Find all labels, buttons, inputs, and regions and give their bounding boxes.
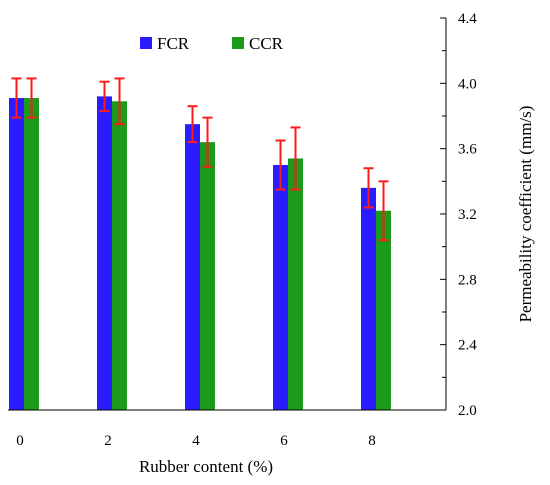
error-bar-fcr-2 xyxy=(99,80,110,113)
bar-fcr-6 xyxy=(273,165,288,410)
y-tick-label-4.0: 4.0 xyxy=(458,76,477,92)
bar-fcr-2 xyxy=(97,96,112,411)
error-bars xyxy=(11,77,389,242)
legend-swatch-ccr xyxy=(232,37,244,49)
bar-fcr-8 xyxy=(361,187,376,410)
y-tick-label-3.6: 3.6 xyxy=(458,142,477,158)
error-bar-fcr-4 xyxy=(187,105,198,144)
bar-fcr-4 xyxy=(185,124,200,411)
error-bar-ccr-8 xyxy=(378,180,389,242)
legend: FCR CCR xyxy=(140,34,284,53)
x-tick-label-0: 0 xyxy=(16,433,24,449)
legend-label-fcr: FCR xyxy=(157,34,190,53)
legend-label-ccr: CCR xyxy=(249,34,284,53)
error-bar-ccr-6 xyxy=(290,126,301,191)
x-tick-label-8: 8 xyxy=(368,433,376,449)
error-bar-fcr-8 xyxy=(363,167,374,209)
x-axis-title: Rubber content (%) xyxy=(139,457,273,476)
legend-swatch-fcr xyxy=(140,37,152,49)
y-tick-label-2.0: 2.0 xyxy=(458,403,477,419)
error-bar-ccr-4 xyxy=(202,116,213,168)
error-bar-fcr-6 xyxy=(275,139,286,191)
y-tick-label-2.8: 2.8 xyxy=(458,272,477,288)
x-tick-label-4: 4 xyxy=(192,433,200,449)
bar-ccr-4 xyxy=(200,142,215,410)
x-tick-label-2: 2 xyxy=(104,433,112,449)
bar-ccr-8 xyxy=(376,210,391,410)
y-tick-label-2.4: 2.4 xyxy=(458,338,477,354)
x-ticks: 0 2 4 6 8 xyxy=(16,433,376,449)
bars xyxy=(9,96,391,411)
bar-fcr-0 xyxy=(9,98,24,411)
error-bar-fcr-0 xyxy=(11,77,22,119)
y-tick-label-3.2: 3.2 xyxy=(458,207,477,223)
error-bar-ccr-2 xyxy=(114,77,125,126)
y-ticks: 2.0 2.4 2.8 3.2 3.6 4.0 4.4 xyxy=(440,11,477,419)
bar-ccr-0 xyxy=(24,98,39,411)
y-tick-label-4.4: 4.4 xyxy=(458,11,477,27)
x-tick-label-6: 6 xyxy=(280,433,288,449)
error-bar-ccr-0 xyxy=(26,77,37,119)
y-axis-title: Permeability coefficient (mm/s) xyxy=(516,106,535,323)
bar-ccr-6 xyxy=(288,158,303,410)
bar-ccr-2 xyxy=(112,101,127,411)
